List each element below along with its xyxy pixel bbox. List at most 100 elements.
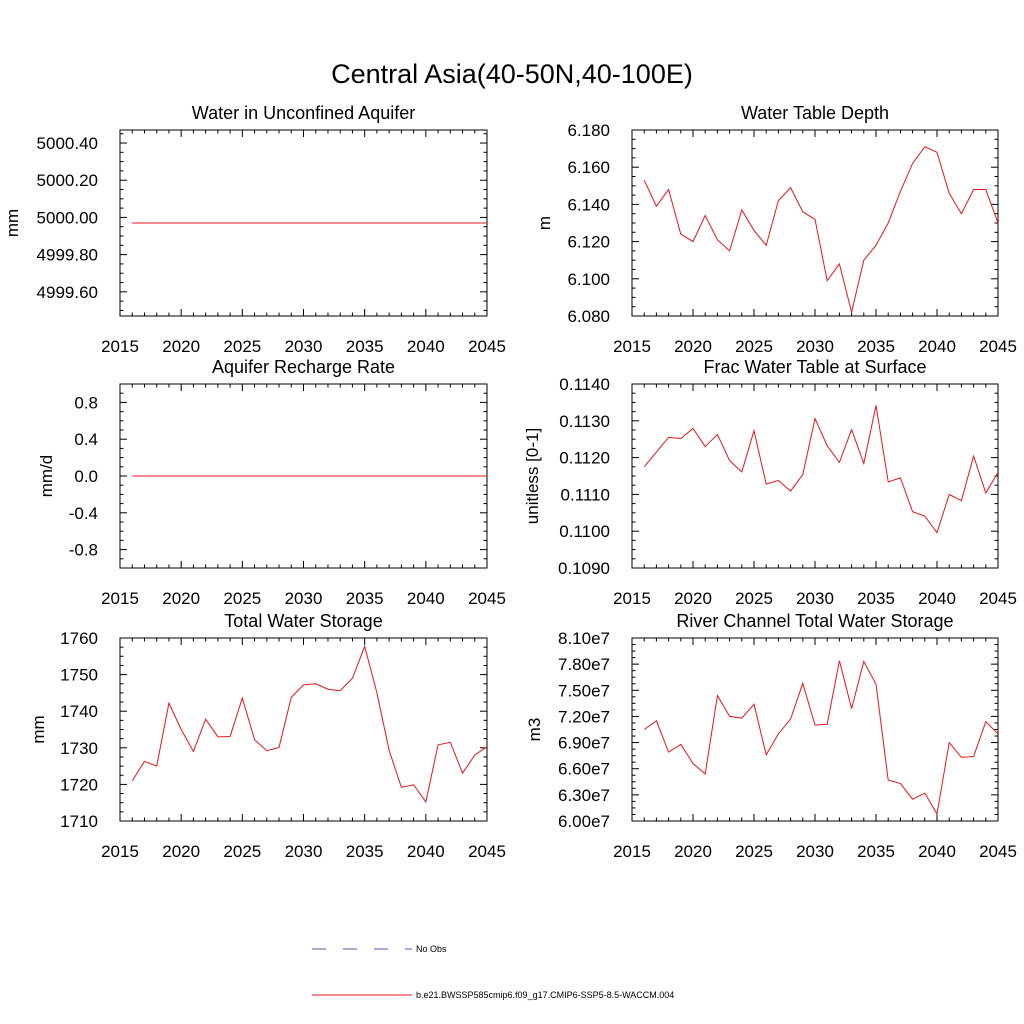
panel-title: Aquifer Recharge Rate (212, 357, 395, 377)
x-tick-label: 2025 (223, 842, 261, 861)
series-line (643, 405, 999, 534)
legend: No Obs b.e21.BWSSP585cmip6.f09_g17.CMIP6-… (312, 944, 674, 1000)
x-tick-label: 2035 (346, 842, 384, 861)
x-tick-label: 2035 (857, 842, 895, 861)
x-tick-label: 2020 (162, 842, 200, 861)
y-tick-label: 0.1100 (559, 522, 610, 541)
x-tick-label: 2015 (613, 842, 651, 861)
series-line (131, 644, 488, 804)
y-tick-label: 1710 (60, 812, 98, 831)
y-tick-label: 1750 (60, 666, 98, 685)
y-tick-label: 4999.60 (37, 283, 98, 302)
x-tick-label: 2020 (674, 589, 712, 608)
y-tick-label: 6.100 (567, 270, 610, 289)
panel-5: Total Water Storage mm 2015 2020 2025 2030 203… (29, 611, 506, 861)
y-tick-label: 5000.00 (37, 208, 98, 227)
y-tick-label: 4999.80 (37, 246, 98, 265)
x-tick-label: 2025 (735, 337, 773, 356)
y-tick-label: 6.30e7 (558, 786, 610, 805)
x-tick-label: 2045 (468, 589, 506, 608)
panel-3: Aquifer Recharge Rate mm/d 2015 2020 2025 203… (37, 357, 506, 608)
x-tick-label: 2040 (407, 589, 445, 608)
y-tick-label: 6.60e7 (558, 760, 610, 779)
x-tick-label: 2040 (918, 337, 956, 356)
y-tick-label: -0.4 (69, 504, 98, 523)
panel-title: Water in Unconfined Aquifer (192, 103, 415, 123)
plot-frame (631, 129, 999, 317)
x-tick-label: 2040 (407, 842, 445, 861)
x-tick-label: 2015 (101, 589, 139, 608)
y-tick-label: 6.140 (567, 195, 610, 214)
x-tick-label: 2025 (735, 842, 773, 861)
x-tick-label: 2030 (796, 589, 834, 608)
y-tick-label: 0.1090 (558, 559, 610, 578)
y-tick-label: 0.0 (74, 467, 98, 486)
x-tick-label: 2035 (857, 337, 895, 356)
panel-title: Total Water Storage (224, 611, 382, 631)
y-tick-label: 1730 (60, 739, 98, 758)
x-tick-label: 2035 (346, 589, 384, 608)
y-tick-label: 6.160 (567, 158, 610, 177)
x-tick-label: 2025 (735, 589, 773, 608)
panel-title: River Channel Total Water Storage (676, 611, 953, 631)
y-tick-label: 7.50e7 (558, 681, 610, 700)
x-tick-label: 2020 (162, 589, 200, 608)
y-axis-label: mm (3, 209, 22, 237)
x-tick-label: 2020 (162, 337, 200, 356)
plot-frame (631, 383, 999, 569)
y-tick-label: 0.1140 (559, 375, 610, 394)
x-tick-label: 2040 (407, 337, 445, 356)
y-axis-label: m3 (525, 718, 544, 742)
legend-label: No Obs (416, 944, 447, 954)
y-tick-label: 6.080 (567, 307, 610, 326)
panel-2: Water Table Depth m 2015 2020 2025 2030 2035 20… (535, 103, 1017, 356)
y-axis-label: m (535, 216, 554, 230)
y-tick-label: 5000.40 (37, 134, 98, 153)
y-tick-label: 8.10e7 (558, 629, 610, 648)
y-tick-label: 1760 (60, 629, 98, 648)
x-tick-label: 2030 (796, 337, 834, 356)
y-tick-label: 5000.20 (37, 171, 98, 190)
y-tick-label: 6.180 (567, 121, 610, 140)
x-tick-label: 2015 (613, 337, 651, 356)
x-tick-label: 2030 (285, 589, 323, 608)
y-axis-label: mm/d (37, 455, 56, 498)
x-tick-label: 2015 (101, 842, 139, 861)
x-tick-label: 2025 (223, 589, 261, 608)
x-tick-label: 2045 (979, 337, 1017, 356)
x-tick-label: 2040 (918, 842, 956, 861)
x-tick-label: 2045 (979, 842, 1017, 861)
x-tick-label: 2030 (796, 842, 834, 861)
y-tick-label: 7.80e7 (558, 655, 610, 674)
x-tick-label: 2035 (857, 589, 895, 608)
x-tick-label: 2045 (979, 589, 1017, 608)
figure-title: Central Asia(40-50N,40-100E) (331, 59, 693, 89)
legend-label: b.e21.BWSSP585cmip6.f09_g17.CMIP6-SSP5-8… (416, 990, 674, 1000)
panel-title: Water Table Depth (741, 103, 889, 123)
y-tick-label: 6.00e7 (558, 812, 610, 831)
panel-title: Frac Water Table at Surface (703, 357, 926, 377)
y-tick-label: 0.8 (74, 393, 98, 412)
series-line (643, 660, 999, 816)
y-tick-label: 1720 (60, 775, 98, 794)
y-tick-label: 1740 (60, 702, 98, 721)
panels: Water in Unconfined Aquifer mm 2015 2020 202… (3, 103, 1017, 861)
x-tick-label: 2025 (223, 337, 261, 356)
panel-6: River Channel Total Water Storage m3 2015 2… (525, 611, 1017, 861)
y-tick-label: 7.20e7 (558, 707, 610, 726)
x-tick-label: 2045 (468, 842, 506, 861)
y-axis-label: unitless [0-1] (523, 428, 542, 524)
x-tick-label: 2020 (674, 842, 712, 861)
x-tick-label: 2015 (613, 589, 651, 608)
x-tick-label: 2030 (285, 842, 323, 861)
y-tick-label: 6.120 (567, 233, 610, 252)
x-tick-label: 2035 (346, 337, 384, 356)
x-tick-label: 2015 (101, 337, 139, 356)
y-tick-label: 0.1130 (559, 412, 610, 431)
plot-frame (631, 637, 999, 822)
y-tick-label: -0.8 (69, 541, 98, 560)
x-tick-label: 2020 (674, 337, 712, 356)
x-tick-label: 2040 (918, 589, 956, 608)
x-tick-label: 2030 (285, 337, 323, 356)
